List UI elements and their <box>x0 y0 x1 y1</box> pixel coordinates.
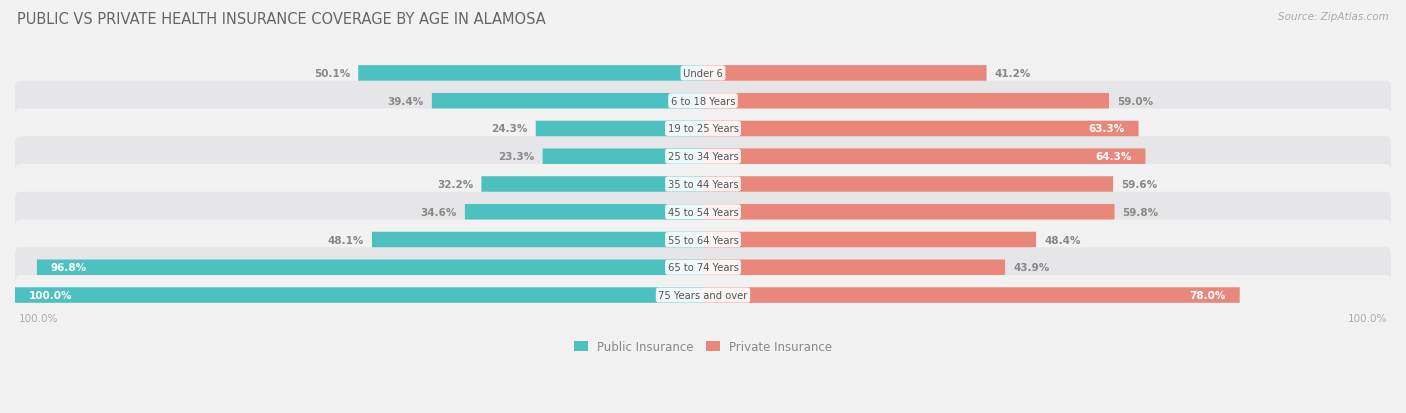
Text: 65 to 74 Years: 65 to 74 Years <box>668 263 738 273</box>
Text: 39.4%: 39.4% <box>388 97 423 107</box>
Text: 19 to 25 Years: 19 to 25 Years <box>668 124 738 134</box>
Text: 6 to 18 Years: 6 to 18 Years <box>671 97 735 107</box>
FancyBboxPatch shape <box>15 81 1391 121</box>
FancyBboxPatch shape <box>703 232 1036 248</box>
Text: 41.2%: 41.2% <box>994 69 1031 79</box>
Legend: Public Insurance, Private Insurance: Public Insurance, Private Insurance <box>569 336 837 358</box>
Text: 48.4%: 48.4% <box>1045 235 1081 245</box>
Text: 59.8%: 59.8% <box>1122 207 1159 217</box>
FancyBboxPatch shape <box>432 94 703 109</box>
Text: PUBLIC VS PRIVATE HEALTH INSURANCE COVERAGE BY AGE IN ALAMOSA: PUBLIC VS PRIVATE HEALTH INSURANCE COVER… <box>17 12 546 27</box>
FancyBboxPatch shape <box>536 121 703 137</box>
Text: 75 Years and over: 75 Years and over <box>658 290 748 300</box>
FancyBboxPatch shape <box>359 66 703 81</box>
Text: 24.3%: 24.3% <box>491 124 527 134</box>
Text: 100.0%: 100.0% <box>1347 313 1386 323</box>
FancyBboxPatch shape <box>15 54 1391 94</box>
Text: 48.1%: 48.1% <box>328 235 364 245</box>
Text: Under 6: Under 6 <box>683 69 723 79</box>
FancyBboxPatch shape <box>37 260 703 275</box>
FancyBboxPatch shape <box>15 220 1391 260</box>
FancyBboxPatch shape <box>703 260 1005 275</box>
Text: 55 to 64 Years: 55 to 64 Years <box>668 235 738 245</box>
Text: 63.3%: 63.3% <box>1088 124 1125 134</box>
FancyBboxPatch shape <box>703 177 1114 192</box>
Text: 45 to 54 Years: 45 to 54 Years <box>668 207 738 217</box>
Text: 43.9%: 43.9% <box>1014 263 1049 273</box>
Text: Source: ZipAtlas.com: Source: ZipAtlas.com <box>1278 12 1389 22</box>
Text: 78.0%: 78.0% <box>1189 290 1226 300</box>
FancyBboxPatch shape <box>703 94 1109 109</box>
Text: 35 to 44 Years: 35 to 44 Years <box>668 180 738 190</box>
FancyBboxPatch shape <box>465 204 703 220</box>
FancyBboxPatch shape <box>481 177 703 192</box>
Text: 59.6%: 59.6% <box>1122 180 1157 190</box>
Text: 64.3%: 64.3% <box>1095 152 1132 162</box>
FancyBboxPatch shape <box>703 287 1240 303</box>
FancyBboxPatch shape <box>15 287 703 303</box>
FancyBboxPatch shape <box>15 275 1391 315</box>
Text: 34.6%: 34.6% <box>420 207 457 217</box>
FancyBboxPatch shape <box>15 192 1391 232</box>
FancyBboxPatch shape <box>703 121 1139 137</box>
Text: 50.1%: 50.1% <box>314 69 350 79</box>
FancyBboxPatch shape <box>373 232 703 248</box>
FancyBboxPatch shape <box>15 109 1391 149</box>
Text: 32.2%: 32.2% <box>437 180 474 190</box>
Text: 100.0%: 100.0% <box>28 290 72 300</box>
FancyBboxPatch shape <box>15 137 1391 177</box>
Text: 100.0%: 100.0% <box>20 313 59 323</box>
Text: 23.3%: 23.3% <box>498 152 534 162</box>
Text: 96.8%: 96.8% <box>51 263 87 273</box>
Text: 59.0%: 59.0% <box>1118 97 1153 107</box>
Text: 25 to 34 Years: 25 to 34 Years <box>668 152 738 162</box>
FancyBboxPatch shape <box>543 149 703 165</box>
FancyBboxPatch shape <box>703 66 987 81</box>
FancyBboxPatch shape <box>703 204 1115 220</box>
FancyBboxPatch shape <box>703 149 1146 165</box>
FancyBboxPatch shape <box>15 248 1391 287</box>
FancyBboxPatch shape <box>15 165 1391 204</box>
